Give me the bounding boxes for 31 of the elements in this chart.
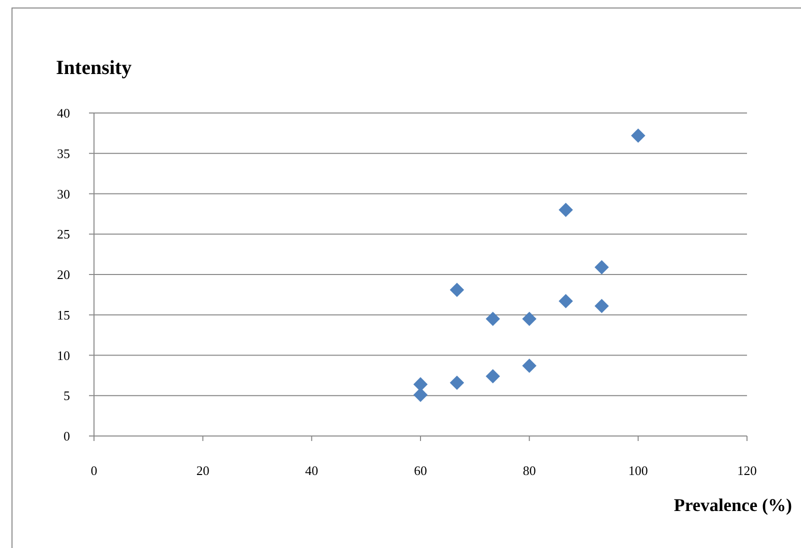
y-tick-label: 10 xyxy=(57,348,70,363)
y-tick-label: 30 xyxy=(57,186,70,202)
x-tick-label: 0 xyxy=(90,463,98,478)
x-tick-label: 100 xyxy=(628,463,648,478)
y-tick-label: 20 xyxy=(57,267,70,282)
x-tick-label: 80 xyxy=(522,463,536,478)
x-axis-title: Prevalence (%) xyxy=(674,495,792,515)
point xyxy=(450,282,464,297)
y-tick-label: 15 xyxy=(57,307,70,322)
y-tick-label: 35 xyxy=(57,146,70,161)
x-tick-label: 60 xyxy=(414,463,427,478)
point xyxy=(522,358,536,373)
point xyxy=(558,294,573,308)
point xyxy=(486,312,500,326)
y-tick-label: 0 xyxy=(64,428,70,444)
x-tick-label: 40 xyxy=(305,463,318,478)
point xyxy=(413,388,428,402)
point xyxy=(558,202,573,218)
x-tick-label: 20 xyxy=(196,463,210,478)
point xyxy=(413,377,428,392)
y-tick-label: 5 xyxy=(64,388,70,404)
y-tick-label: 40 xyxy=(57,106,70,120)
point xyxy=(594,298,609,314)
point xyxy=(594,260,609,274)
y-axis-title: Intensity xyxy=(56,57,132,79)
y-tick-label: 25 xyxy=(57,226,70,242)
point xyxy=(522,312,536,326)
x-tick-label: 120 xyxy=(737,463,757,478)
point xyxy=(486,369,500,384)
point xyxy=(631,128,646,143)
point xyxy=(450,376,464,390)
